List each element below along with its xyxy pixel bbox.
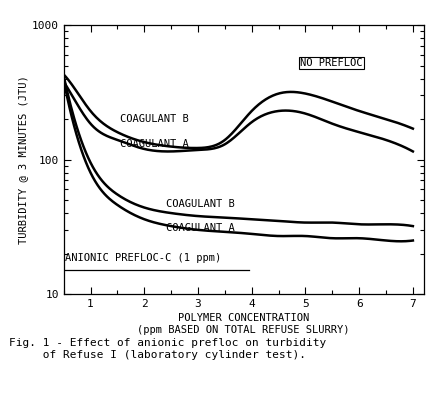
Text: ANIONIC PREFLOC-C (1 ppm): ANIONIC PREFLOC-C (1 ppm)	[64, 253, 220, 263]
Text: COAGULANT A: COAGULANT A	[120, 139, 188, 149]
Text: COAGULANT A: COAGULANT A	[166, 223, 234, 233]
Text: Fig. 1 - Effect of anionic prefloc on turbidity
     of Refuse I (laboratory cyl: Fig. 1 - Effect of anionic prefloc on tu…	[9, 338, 325, 360]
Text: NO PREFLOC: NO PREFLOC	[300, 58, 362, 68]
Y-axis label: TURBIDITY @ 3 MINUTES (JTU): TURBIDITY @ 3 MINUTES (JTU)	[18, 75, 28, 244]
X-axis label: POLYMER CONCENTRATION
(ppm BASED ON TOTAL REFUSE SLURRY): POLYMER CONCENTRATION (ppm BASED ON TOTA…	[137, 313, 349, 335]
Text: COAGULANT B: COAGULANT B	[166, 199, 234, 209]
Text: COAGULANT B: COAGULANT B	[120, 114, 188, 124]
